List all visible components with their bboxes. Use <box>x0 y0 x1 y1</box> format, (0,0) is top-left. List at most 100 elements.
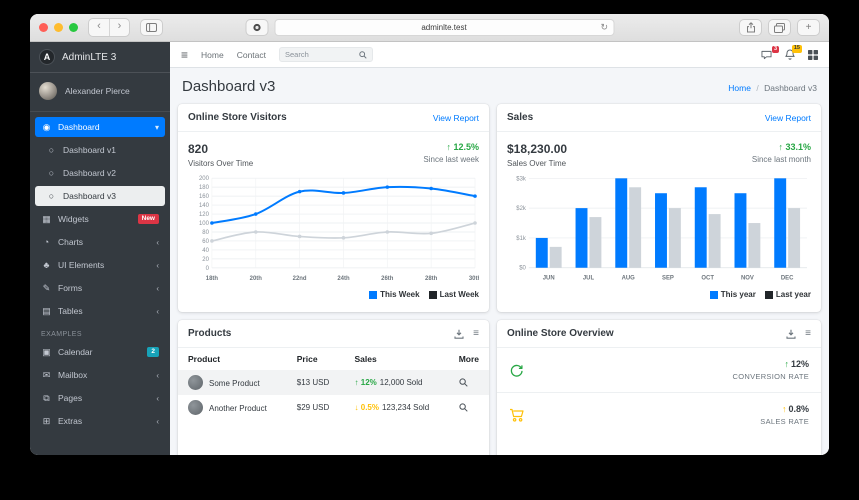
visitors-view-report-link[interactable]: View Report <box>432 112 479 123</box>
product-row: Some Product $13 USD ↑ 12% 12,000 Sold <box>178 370 489 395</box>
tab-overview-button[interactable] <box>768 19 791 36</box>
sidebar-item-label: UI Elements <box>58 260 105 270</box>
sidebar-item-dashboard-v3[interactable]: ○ Dashboard v3 <box>35 186 165 206</box>
navbar-link-home[interactable]: Home <box>201 49 224 60</box>
sidebar-item-forms[interactable]: ✎ Forms ‹ <box>35 278 165 298</box>
control-sidebar-toggle[interactable] <box>808 49 818 60</box>
legend-item-this-year[interactable]: This year <box>709 290 756 299</box>
sidebar-item-calendar[interactable]: ▣ Calendar 2 <box>35 342 165 362</box>
edit-icon: ✎ <box>42 282 51 293</box>
navbar-right: 3 15 <box>761 45 818 60</box>
svg-text:$2k: $2k <box>516 206 526 212</box>
cards-row-1: Online Store Visitors View Report 820 Vi… <box>178 104 821 312</box>
sidebar-item-ui-elements[interactable]: ♣ UI Elements ‹ <box>35 255 165 275</box>
book-icon: ⧉ <box>43 392 50 403</box>
product-search-button[interactable] <box>459 378 468 387</box>
svg-text:60: 60 <box>202 239 209 245</box>
search-icon <box>459 378 468 387</box>
sidebar-item-dashboard-v1[interactable]: ○ Dashboard v1 <box>35 140 165 160</box>
download-icon[interactable] <box>454 329 464 339</box>
history-nav-buttons: ‹ › <box>88 18 130 37</box>
sidebar-badge: New <box>137 213 159 225</box>
sidebar-item-dashboard[interactable]: ◉ Dashboard ▾ <box>35 117 165 137</box>
address-area: adminlte.test ↻ <box>245 19 614 36</box>
sidebar-toggle-button[interactable] <box>140 19 163 36</box>
messages-menu[interactable]: 3 <box>761 45 779 60</box>
arrow-up-icon: ↑ <box>778 142 783 152</box>
download-icon[interactable] <box>786 329 796 339</box>
breadcrumb-home-link[interactable]: Home <box>728 83 751 93</box>
visitors-value: 820 <box>188 142 209 156</box>
search-input[interactable] <box>285 50 355 59</box>
sales-view-report-link[interactable]: View Report <box>764 112 811 123</box>
brand[interactable]: A AdminLTE 3 <box>30 42 170 73</box>
svg-text:18th: 18th <box>206 276 219 282</box>
change-up: ↑ 12% <box>354 378 377 387</box>
sales-rate-label: SALES RATE <box>760 417 809 426</box>
price-cell: $29 USD <box>296 403 330 412</box>
minimize-window-button[interactable] <box>54 23 63 32</box>
svg-text:SEP: SEP <box>662 276 674 282</box>
navbar-link-contact[interactable]: Contact <box>236 49 266 60</box>
sidebar-item-label: Pages <box>58 393 83 403</box>
new-tab-button[interactable]: + <box>797 19 820 36</box>
legend-item-last-year[interactable]: Last year <box>764 290 811 299</box>
forward-button[interactable]: › <box>109 19 129 36</box>
close-window-button[interactable] <box>39 23 48 32</box>
list-icon[interactable]: ≡ <box>473 327 479 339</box>
pie-chart-icon: ◔ <box>43 237 50 247</box>
breadcrumb: Home / Dashboard v3 <box>728 83 817 93</box>
notifications-menu[interactable]: 15 <box>785 45 802 60</box>
sidebar-item-label: Widgets <box>58 214 89 224</box>
more-cell <box>449 395 489 420</box>
search-icon[interactable] <box>359 50 367 59</box>
overview-card-tools: ≡ <box>786 327 811 339</box>
svg-text:28th: 28th <box>425 276 438 282</box>
chevron-left-icon: ‹ <box>156 260 159 270</box>
sidebar-item-mailbox[interactable]: ✉ Mailbox ‹ <box>35 365 165 385</box>
user-name: Alexander Pierce <box>65 86 130 96</box>
svg-text:OCT: OCT <box>701 276 714 282</box>
products-card-title: Products <box>188 328 232 339</box>
product-name: Another Product <box>209 404 267 413</box>
menu-toggle-icon[interactable]: ≡ <box>181 47 189 62</box>
products-table: Product Price Sales More Some Product $13… <box>178 348 489 420</box>
sidebar-item-extras[interactable]: ⊞ Extras ‹ <box>35 411 165 431</box>
sidebar-item-widgets[interactable]: ▦ Widgets New <box>35 209 165 229</box>
list-icon[interactable]: ≡ <box>805 327 811 339</box>
legend-item-this-week[interactable]: This Week <box>369 290 420 299</box>
sidebar-item-charts[interactable]: ◔ Charts ‹ <box>35 232 165 252</box>
sold-count: 123,234 Sold <box>381 403 430 412</box>
svg-text:0: 0 <box>206 266 210 272</box>
cart-icon <box>510 408 524 422</box>
sidebar-item-tables[interactable]: ▤ Tables ‹ <box>35 301 165 321</box>
adminlte-logo-icon: A <box>39 49 55 65</box>
svg-text:$1k: $1k <box>516 236 526 242</box>
svg-text:20: 20 <box>202 257 209 263</box>
sidebar-item-dashboard-v2[interactable]: ○ Dashboard v2 <box>35 163 165 183</box>
zoom-window-button[interactable] <box>69 23 78 32</box>
reload-icon[interactable]: ↻ <box>600 22 608 32</box>
svg-text:NOV: NOV <box>741 276 754 282</box>
svg-text:80: 80 <box>202 230 209 236</box>
visitors-line-chart: 0 20 40 60 80 100 120 140 160 180 200 18th 20th 22nd 2… <box>199 176 479 282</box>
main-area: ≡ Home Contact 3 15 <box>170 42 829 455</box>
share-button[interactable] <box>739 19 762 36</box>
visitors-card-title: Online Store Visitors <box>188 112 287 123</box>
svg-text:200: 200 <box>199 176 210 182</box>
address-bar[interactable]: adminlte.test ↻ <box>274 19 614 36</box>
svg-text:DEC: DEC <box>781 276 794 282</box>
sidebar-item-pages[interactable]: ⧉ Pages ‹ <box>35 388 165 408</box>
cards-row-2: Products ≡ Product Price <box>178 320 821 455</box>
chevron-left-icon: ‹ <box>156 393 159 403</box>
user-panel[interactable]: Alexander Pierce <box>30 73 170 112</box>
table-icon: ▤ <box>42 305 51 316</box>
legend-item-last-week[interactable]: Last Week <box>428 290 479 299</box>
product-search-button[interactable] <box>459 403 468 412</box>
legend-swatch <box>428 290 437 299</box>
tachometer-icon: ◉ <box>42 121 51 132</box>
back-button[interactable]: ‹ <box>97 20 101 32</box>
bell-icon <box>785 49 795 60</box>
plus-square-icon: ⊞ <box>42 415 51 426</box>
site-settings-button[interactable] <box>245 19 268 36</box>
